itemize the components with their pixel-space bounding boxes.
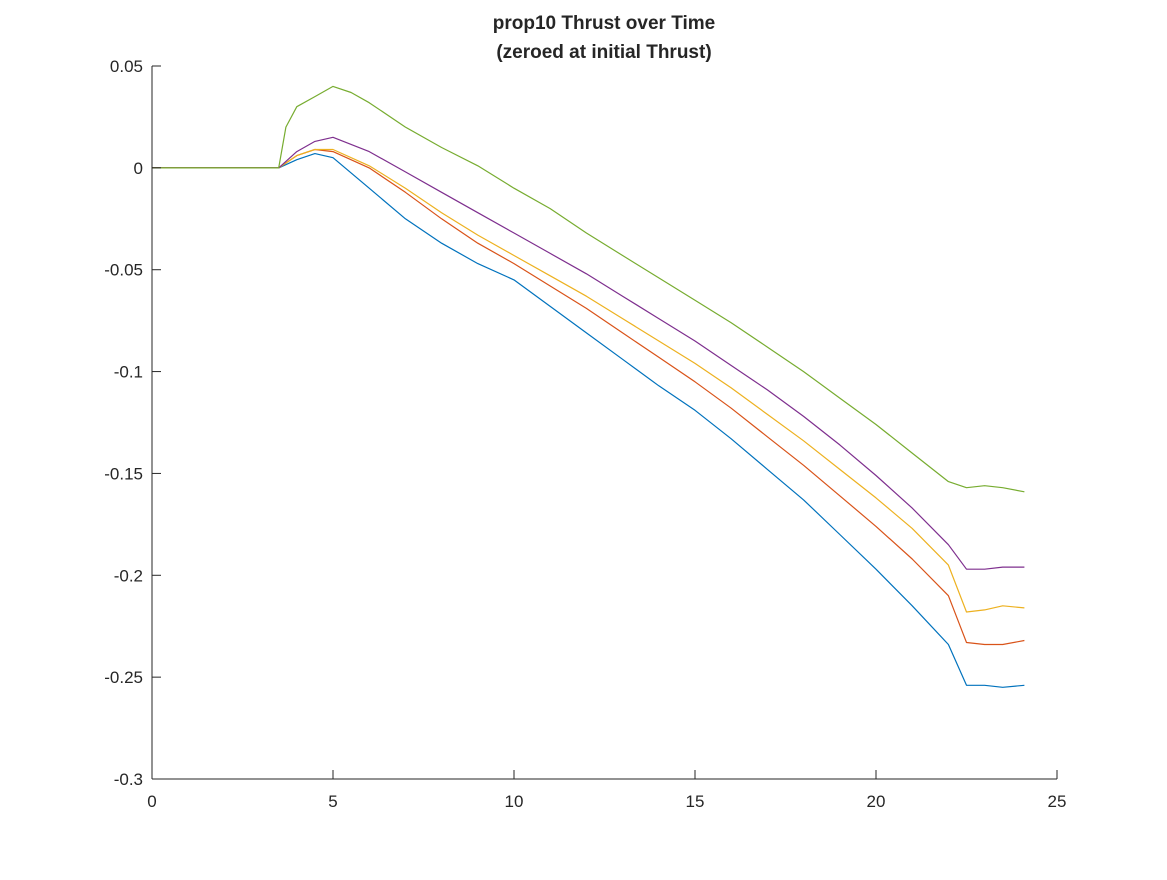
series-line-4 [152, 136, 1025, 570]
x-tick-label: 25 [1048, 792, 1067, 811]
chart-title-line-2: (zeroed at initial Thrust) [496, 42, 711, 63]
x-tick-label: 0 [147, 792, 156, 811]
y-tick-label: 0 [134, 159, 143, 178]
series-line-2 [152, 148, 1025, 646]
x-tick-label: 15 [686, 792, 705, 811]
y-tick-label: -0.25 [104, 668, 143, 687]
x-tick-label: 20 [867, 792, 886, 811]
y-tick-label: -0.1 [114, 363, 143, 382]
series-line-5 [152, 85, 1025, 493]
series-line-3 [152, 148, 1025, 613]
tick-layer: 0 5 10 15 20 25 0.05 0 -0.05 -0.1 -0.15 -0.2 -0.25 -0… [104, 57, 1066, 811]
y-tick-label: 0.05 [110, 57, 143, 76]
y-tick-label: -0.15 [104, 464, 143, 483]
y-tick-label: -0.2 [114, 566, 143, 585]
chart-title-line-1: prop10 Thrust over Time [493, 13, 715, 34]
series-layer [152, 85, 1025, 688]
y-tick-label: -0.3 [114, 770, 143, 789]
series-line-1 [152, 153, 1025, 688]
y-tick-label: -0.05 [104, 261, 143, 280]
x-tick-label: 10 [505, 792, 524, 811]
x-tick-label: 5 [328, 792, 337, 811]
